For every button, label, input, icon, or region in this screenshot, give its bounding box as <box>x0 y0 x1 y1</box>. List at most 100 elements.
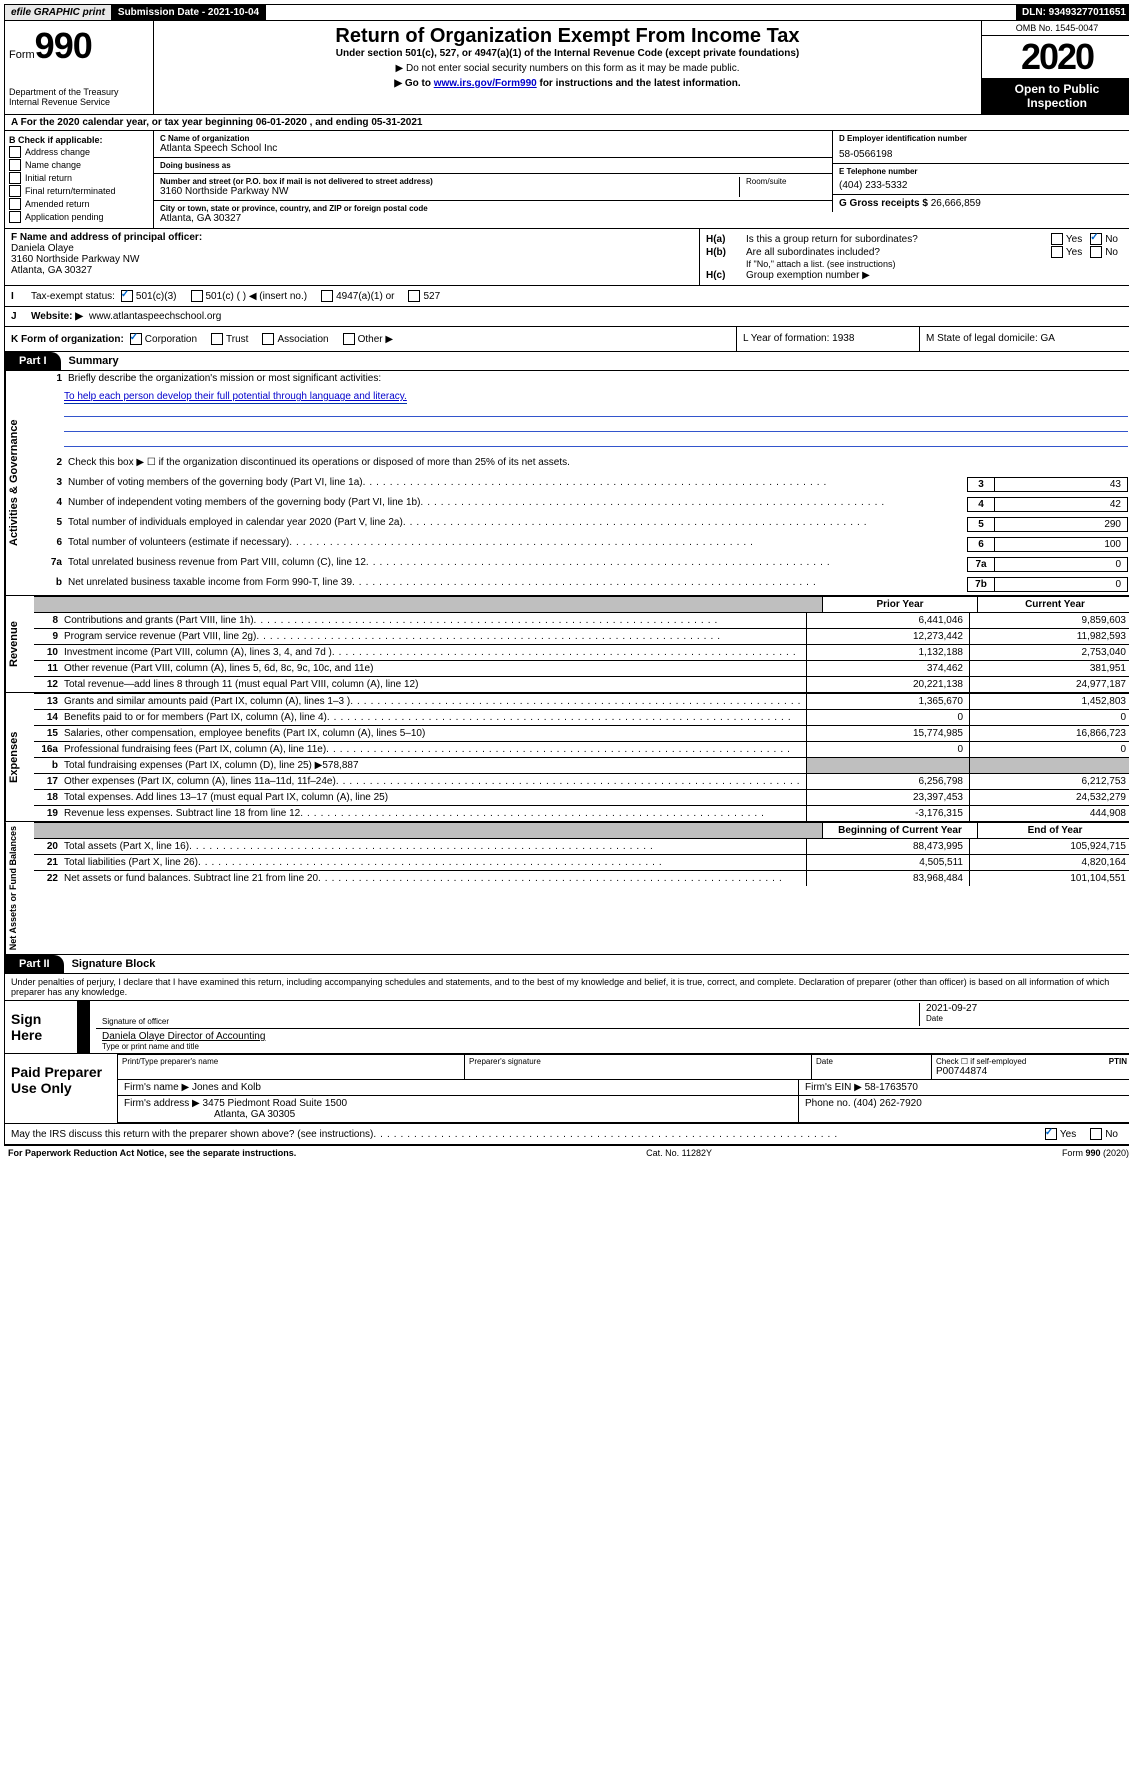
opt-address-change: Address change <box>25 147 90 157</box>
l16b: Total fundraising expenses (Part IX, col… <box>64 760 359 771</box>
l2-text: Check this box ▶ ☐ if the organization d… <box>68 457 1128 468</box>
expenses-section: Expenses 13Grants and similar amounts pa… <box>4 693 1129 822</box>
ein-val: 58-0566198 <box>839 149 1126 160</box>
firm-phone: (404) 262-7920 <box>853 1098 921 1109</box>
topbar: efile GRAPHIC print Submission Date - 20… <box>4 4 1129 21</box>
l-year-formation: L Year of formation: 1938 <box>736 327 919 351</box>
e-lbl: E Telephone number <box>839 167 1126 176</box>
l18: Total expenses. Add lines 13–17 (must eq… <box>64 792 388 803</box>
chk-trust[interactable] <box>211 333 223 345</box>
l7b-text: Net unrelated business taxable income fr… <box>68 577 352 588</box>
chk-final-return[interactable] <box>9 185 21 197</box>
chk-501c3[interactable] <box>121 290 133 302</box>
m-state-domicile: M State of legal domicile: GA <box>919 327 1129 351</box>
c18: 24,532,279 <box>969 790 1129 805</box>
chk-application-pending[interactable] <box>9 211 21 223</box>
c12: 24,977,187 <box>969 677 1129 692</box>
c8: 9,859,603 <box>969 613 1129 628</box>
l19: Revenue less expenses. Subtract line 18 … <box>64 808 300 819</box>
k-o1: Corporation <box>145 334 197 345</box>
firm-ein-lbl: Firm's EIN ▶ <box>805 1082 862 1093</box>
l4-text: Number of independent voting members of … <box>68 497 420 508</box>
mission-text: To help each person develop their full p… <box>64 391 407 404</box>
c11: 381,951 <box>969 661 1129 676</box>
submission-date: Submission Date - 2021-10-04 <box>112 5 266 20</box>
i-o3: 4947(a)(1) or <box>336 291 394 302</box>
part2-header: Part II Signature Block <box>4 955 1129 974</box>
dept-treasury: Department of the Treasury <box>9 87 149 97</box>
p21: 4,505,511 <box>806 855 969 870</box>
ha-no[interactable] <box>1090 233 1102 245</box>
chk-501c[interactable] <box>191 290 203 302</box>
vtab-exp: Expenses <box>5 693 34 821</box>
activities-governance: Activities & Governance 1Briefly describ… <box>4 371 1129 596</box>
hb-note: If "No," attach a list. (see instruction… <box>706 259 1126 269</box>
prior-year-hdr: Prior Year <box>823 597 978 612</box>
officer-addr: 3160 Northside Parkway NW <box>11 254 693 265</box>
c-name-lbl: C Name of organization <box>160 134 826 143</box>
part1-title: Summary <box>61 355 119 367</box>
discuss-yes[interactable] <box>1045 1128 1057 1140</box>
officer-printed-name: Daniela Olaye Director of Accounting <box>102 1031 1126 1042</box>
dba-lbl: Doing business as <box>160 161 826 170</box>
irs-link[interactable]: www.irs.gov/Form990 <box>434 78 537 89</box>
footer-mid: Cat. No. 11282Y <box>646 1148 712 1158</box>
sign-here-block: Sign Here Signature of officer 2021-09-2… <box>4 1001 1129 1054</box>
rule-1 <box>64 402 1128 417</box>
l11: Other revenue (Part VIII, column (A), li… <box>64 663 373 674</box>
phone-val: (404) 233-5332 <box>839 180 1126 191</box>
officer-city: Atlanta, GA 30327 <box>11 265 693 276</box>
opt-final-return: Final return/terminated <box>25 186 116 196</box>
p16a: 0 <box>806 742 969 757</box>
c21: 4,820,164 <box>969 855 1129 870</box>
discuss-no[interactable] <box>1090 1128 1102 1140</box>
hb-no[interactable] <box>1090 246 1102 258</box>
vtab-na: Net Assets or Fund Balances <box>5 822 34 954</box>
c13: 1,452,803 <box>969 694 1129 709</box>
opt-initial-return: Initial return <box>25 173 72 183</box>
opt-name-change: Name change <box>25 160 81 170</box>
chk-4947[interactable] <box>321 290 333 302</box>
chk-assoc[interactable] <box>262 333 274 345</box>
v7a: 0 <box>994 557 1128 572</box>
p20: 88,473,995 <box>806 839 969 854</box>
firm-addr2: Atlanta, GA 30305 <box>124 1109 792 1120</box>
no-lbl-3: No <box>1105 1129 1118 1140</box>
chk-address-change[interactable] <box>9 146 21 158</box>
chk-initial-return[interactable] <box>9 172 21 184</box>
l15: Salaries, other compensation, employee b… <box>64 728 425 739</box>
part2-title: Signature Block <box>64 958 156 970</box>
p12: 20,221,138 <box>806 677 969 692</box>
form-prefix: Form <box>9 49 35 61</box>
chk-527[interactable] <box>408 290 420 302</box>
b-title: B Check if applicable: <box>9 135 149 145</box>
l1-text: Briefly describe the organization's miss… <box>68 373 1128 384</box>
revenue-section: Revenue Prior Year Current Year 8Contrib… <box>4 596 1129 693</box>
yes-lbl-2: Yes <box>1066 247 1082 258</box>
hb-text: Are all subordinates included? <box>746 247 1051 258</box>
c14: 0 <box>969 710 1129 725</box>
part1-tab: Part I <box>5 352 61 370</box>
chk-other[interactable] <box>343 333 355 345</box>
f-lbl: F Name and address of principal officer: <box>11 232 693 243</box>
p22: 83,968,484 <box>806 871 969 886</box>
hb-yes[interactable] <box>1051 246 1063 258</box>
k-o2: Trust <box>226 334 248 345</box>
instruction-2-pre: ▶ Go to <box>394 78 433 89</box>
l13: Grants and similar amounts paid (Part IX… <box>64 696 350 707</box>
ha-yes[interactable] <box>1051 233 1063 245</box>
chk-corp[interactable] <box>130 333 142 345</box>
p11: 374,462 <box>806 661 969 676</box>
hc-text: Group exemption number ▶ <box>746 270 870 281</box>
vtab-ag: Activities & Governance <box>5 371 34 595</box>
efile-label[interactable]: efile GRAPHIC print <box>5 5 112 20</box>
firm-ein: 58-1763570 <box>865 1082 918 1093</box>
section-fh: F Name and address of principal officer:… <box>4 229 1129 286</box>
c9: 11,982,593 <box>969 629 1129 644</box>
v6: 100 <box>994 537 1128 552</box>
prep-h2: Preparer's signature <box>465 1055 812 1080</box>
chk-amended-return[interactable] <box>9 198 21 210</box>
website[interactable]: www.atlantaspeechschool.org <box>89 311 221 322</box>
chk-name-change[interactable] <box>9 159 21 171</box>
officer-name: Daniela Olaye <box>11 243 693 254</box>
